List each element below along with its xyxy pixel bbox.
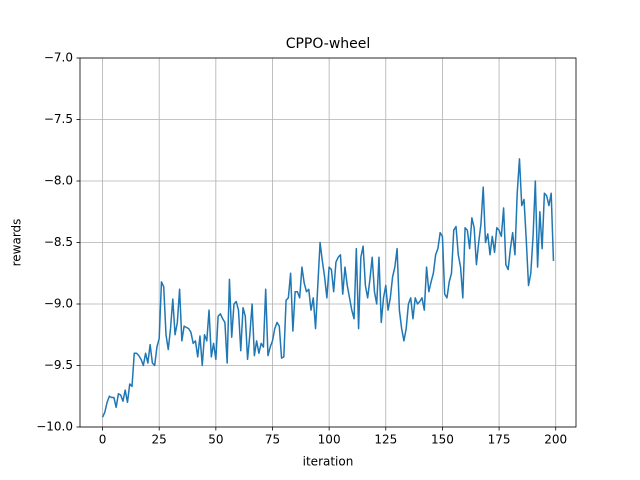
y-tick-label: −9.0 [44, 297, 73, 311]
x-tick-label: 150 [431, 433, 454, 447]
x-tick-label: 0 [99, 433, 107, 447]
y-tick-label: −7.5 [44, 112, 73, 126]
x-tick-label: 200 [544, 433, 567, 447]
line [101, 158, 555, 418]
y-tick-label: −9.5 [44, 358, 73, 372]
axes-frame [79, 57, 577, 428]
chart-title: CPPO-wheel [286, 36, 371, 52]
x-tick-label: 25 [152, 433, 167, 447]
x-tick-label: 125 [374, 433, 397, 447]
x-axis-label: iteration [303, 455, 354, 469]
y-axis-label: rewards [10, 219, 24, 267]
x-tick-label: 175 [488, 433, 511, 447]
y-tick-label: −7.0 [44, 51, 73, 65]
x-tick-label: 100 [318, 433, 341, 447]
x-tick-label: 50 [208, 433, 223, 447]
y-tick-label: −8.5 [44, 235, 73, 249]
x-tick-label: 75 [265, 433, 280, 447]
y-tick-label: −8.0 [44, 174, 73, 188]
y-tick-label: −10.0 [36, 420, 73, 434]
